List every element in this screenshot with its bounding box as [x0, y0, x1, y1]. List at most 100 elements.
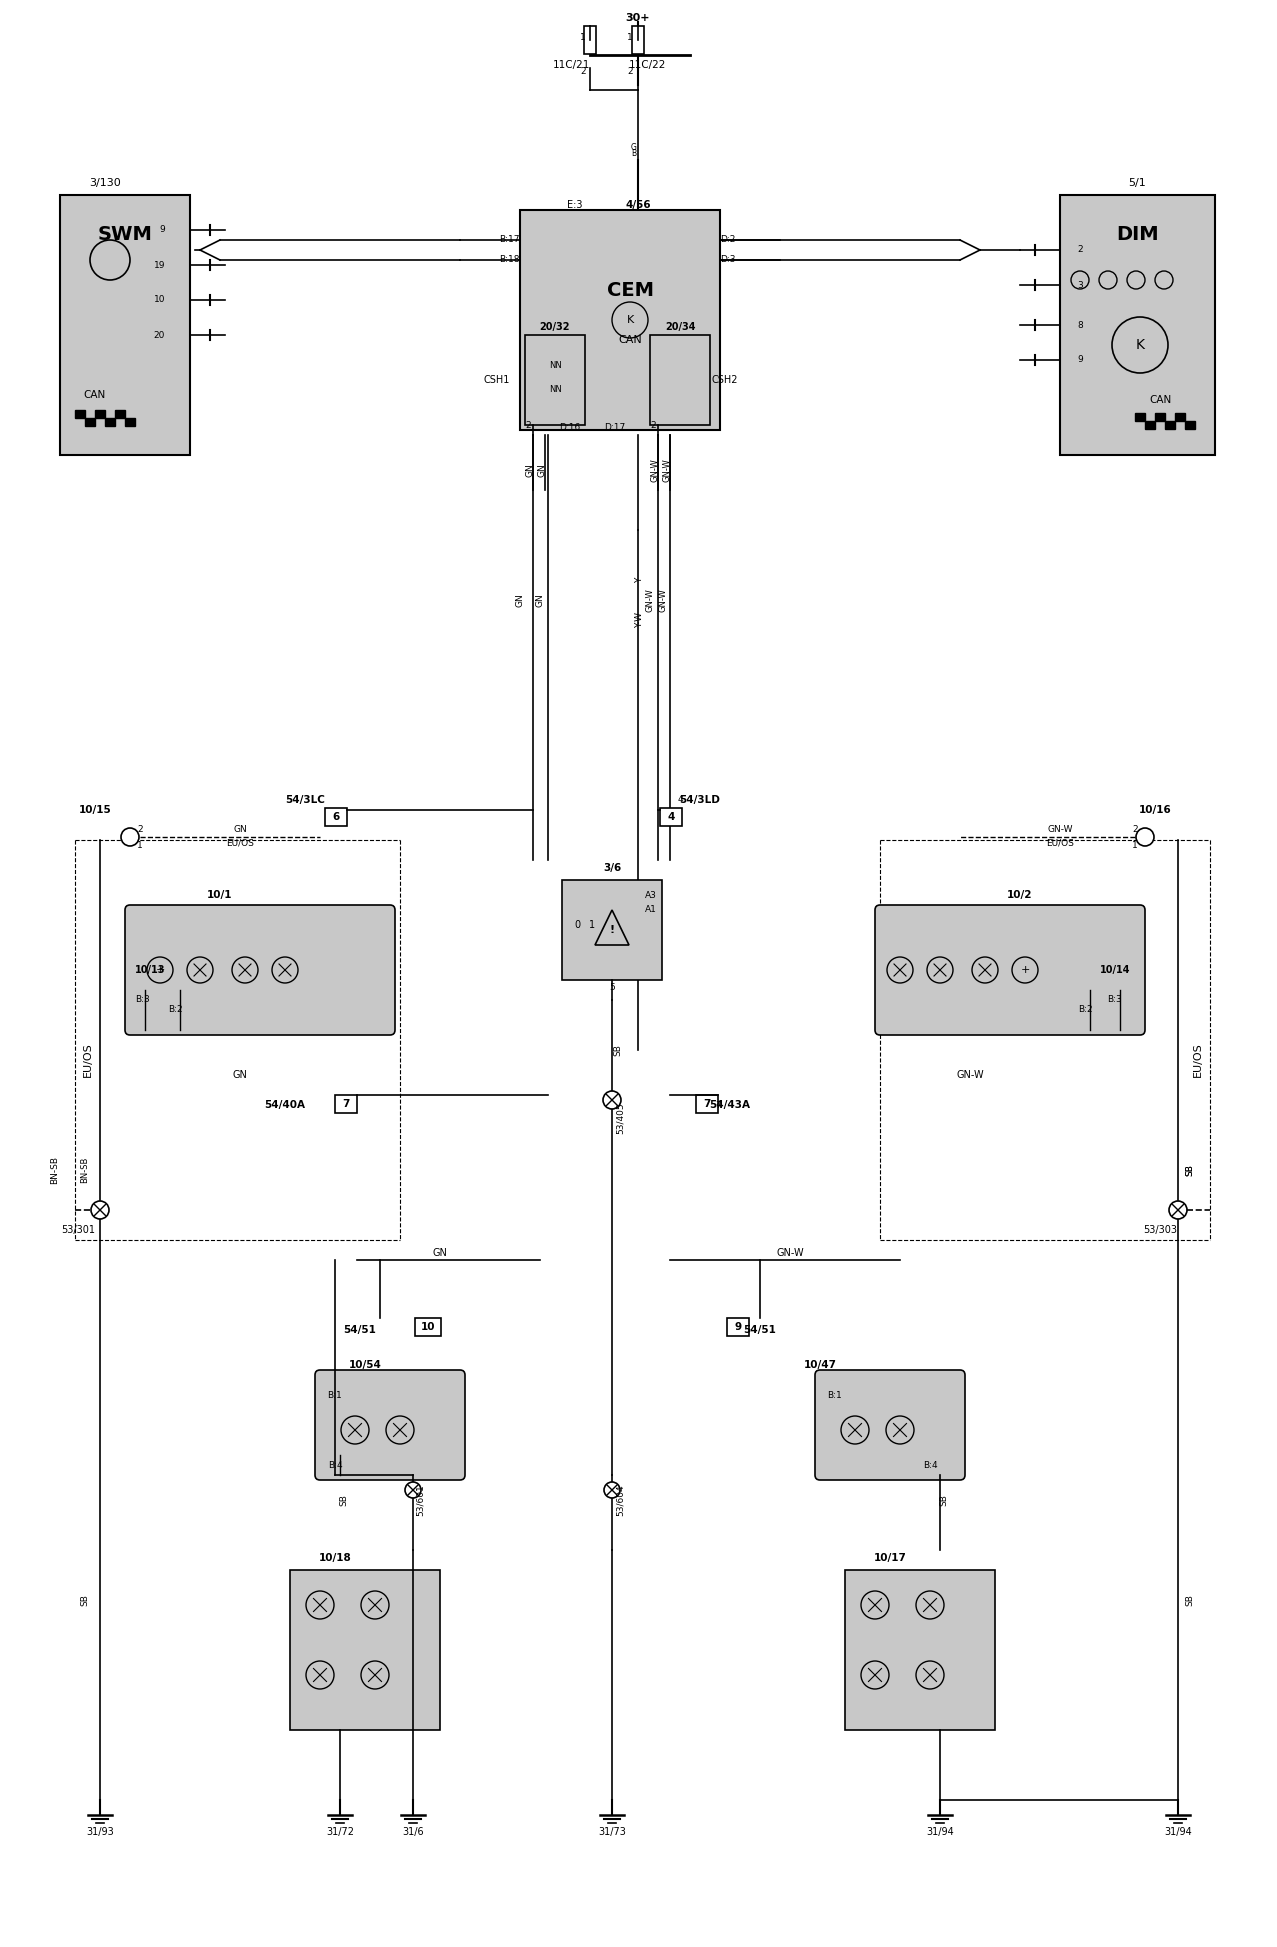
Text: 53/303: 53/303: [1143, 1225, 1177, 1234]
Circle shape: [306, 1591, 335, 1620]
Text: 10/14: 10/14: [1099, 966, 1130, 975]
Text: 54/51: 54/51: [344, 1326, 377, 1336]
Text: 54/51: 54/51: [743, 1326, 776, 1336]
Text: 10: 10: [153, 296, 165, 304]
Text: GN-W: GN-W: [956, 1071, 983, 1081]
Text: B:4: B:4: [923, 1460, 937, 1470]
Text: 2: 2: [137, 826, 143, 835]
Circle shape: [147, 958, 172, 983]
Circle shape: [916, 1661, 944, 1688]
Bar: [632, 25, 644, 55]
Text: EU/OS: EU/OS: [1046, 839, 1074, 847]
Text: Y-W: Y-W: [636, 611, 645, 629]
Circle shape: [1011, 958, 1038, 983]
Text: G: G: [631, 142, 637, 152]
Text: SB: SB: [340, 1493, 349, 1505]
Text: CAN: CAN: [1149, 395, 1171, 405]
Text: GN: GN: [535, 594, 544, 607]
Text: GN-W: GN-W: [650, 458, 659, 481]
Text: 10/17: 10/17: [873, 1554, 907, 1563]
Text: BN-SB: BN-SB: [80, 1157, 89, 1184]
Circle shape: [927, 958, 953, 983]
Circle shape: [272, 958, 298, 983]
Bar: [60, 195, 190, 456]
Text: 31/72: 31/72: [326, 1826, 354, 1838]
Text: GN: GN: [538, 463, 547, 477]
Bar: [290, 1569, 441, 1731]
Bar: [845, 1569, 995, 1731]
Text: 11C/22: 11C/22: [630, 60, 667, 70]
Text: 8: 8: [1077, 321, 1083, 329]
Text: SWM: SWM: [97, 226, 152, 245]
Bar: [1165, 421, 1175, 428]
Text: 31/94: 31/94: [926, 1826, 954, 1838]
Bar: [75, 411, 86, 419]
Bar: [94, 411, 105, 419]
Circle shape: [842, 1415, 870, 1445]
Text: 1: 1: [627, 33, 633, 43]
Text: +: +: [156, 966, 165, 975]
Text: 6: 6: [332, 812, 340, 822]
Text: CAN: CAN: [84, 389, 106, 399]
Circle shape: [341, 1415, 369, 1445]
Text: GN-W: GN-W: [1047, 826, 1073, 835]
Text: B: B: [631, 148, 636, 158]
Text: 2: 2: [580, 68, 586, 76]
Text: 10/47: 10/47: [803, 1361, 836, 1371]
Text: B:17: B:17: [499, 236, 520, 245]
Circle shape: [1071, 271, 1089, 288]
Circle shape: [886, 1415, 914, 1445]
Circle shape: [603, 1090, 621, 1110]
Bar: [1185, 421, 1195, 428]
Circle shape: [888, 958, 913, 983]
Text: 20/34: 20/34: [665, 321, 695, 333]
Bar: [520, 210, 720, 430]
Circle shape: [861, 1661, 889, 1688]
Text: 2: 2: [650, 421, 656, 430]
Text: 9: 9: [734, 1322, 742, 1332]
Text: GN: GN: [433, 1248, 447, 1258]
Text: 53/405: 53/405: [616, 1102, 624, 1133]
Text: 4: 4: [668, 812, 674, 822]
Circle shape: [186, 958, 213, 983]
Bar: [650, 335, 710, 424]
Bar: [584, 25, 596, 55]
FancyBboxPatch shape: [315, 1371, 465, 1480]
Bar: [1175, 413, 1185, 421]
Text: A3: A3: [645, 890, 656, 900]
Text: GN-W: GN-W: [663, 458, 672, 481]
Text: A1: A1: [645, 905, 656, 915]
Text: 11C/21: 11C/21: [553, 60, 590, 70]
Circle shape: [89, 239, 130, 280]
Text: EU/OS: EU/OS: [1193, 1044, 1203, 1077]
Text: CSH2: CSH2: [713, 376, 738, 386]
Bar: [1154, 413, 1165, 421]
Text: NN: NN: [549, 386, 562, 395]
Text: D:2: D:2: [720, 236, 736, 245]
Text: 54/3LD: 54/3LD: [679, 794, 720, 804]
Text: K: K: [627, 315, 633, 325]
Circle shape: [604, 1482, 621, 1497]
Bar: [1145, 421, 1154, 428]
Text: 10/13: 10/13: [135, 966, 165, 975]
Text: Y: Y: [636, 578, 645, 582]
Text: 2: 2: [1133, 826, 1138, 835]
Text: B:1: B:1: [827, 1390, 843, 1400]
Text: D:16: D:16: [559, 424, 581, 432]
Circle shape: [1137, 827, 1154, 847]
Text: 10/1: 10/1: [207, 890, 232, 900]
Circle shape: [232, 958, 258, 983]
Text: 20/32: 20/32: [540, 321, 571, 333]
Text: 20: 20: [153, 331, 165, 339]
Text: 5/1: 5/1: [1129, 177, 1147, 189]
Text: 10/54: 10/54: [349, 1361, 382, 1371]
Circle shape: [361, 1591, 389, 1620]
Bar: [326, 808, 347, 826]
Circle shape: [121, 827, 139, 847]
Text: GN: GN: [232, 1071, 248, 1081]
Text: D:17: D:17: [604, 424, 626, 432]
Text: 10/2: 10/2: [1008, 890, 1033, 900]
Text: 2: 2: [525, 421, 531, 430]
Circle shape: [1154, 271, 1174, 288]
Text: 10/16: 10/16: [1139, 804, 1171, 816]
